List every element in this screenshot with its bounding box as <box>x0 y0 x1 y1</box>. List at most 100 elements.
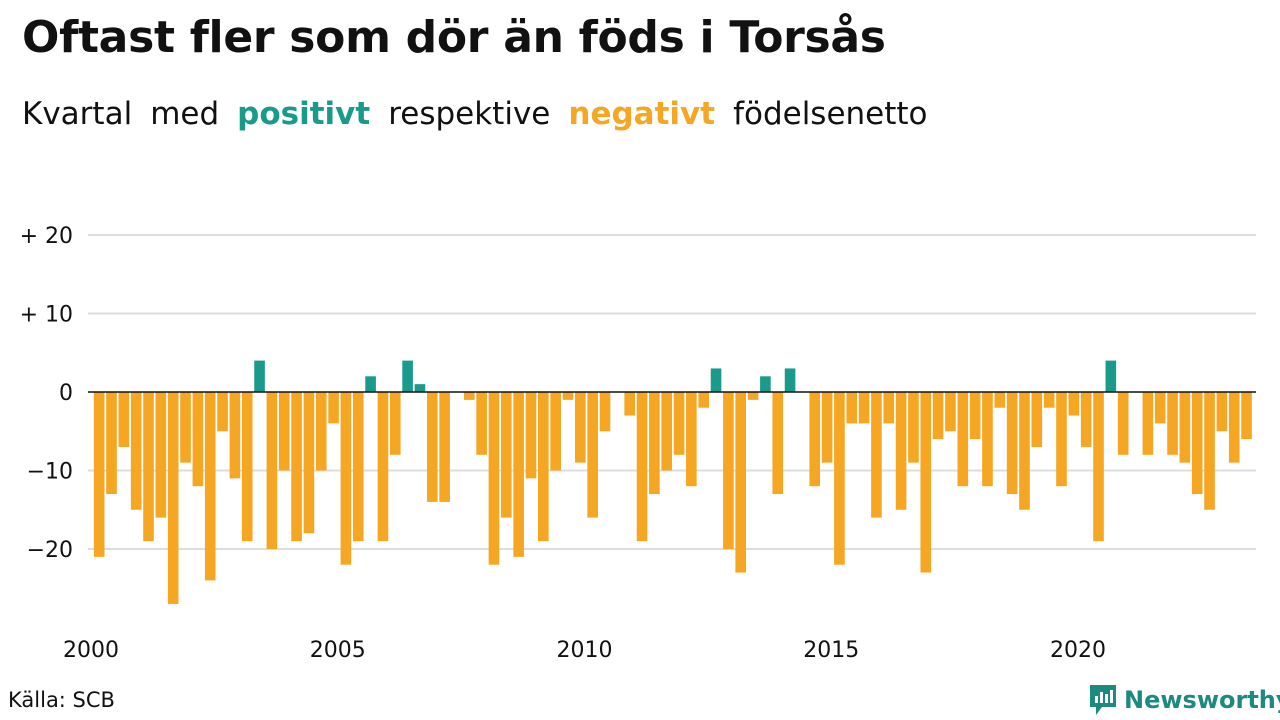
y-tick-label: + 20 <box>20 224 73 249</box>
bar-negative <box>1216 392 1228 432</box>
bar-negative <box>538 392 549 542</box>
bar-negative <box>932 392 944 440</box>
chart-title: Oftast fler som dör än föds i Torsås <box>22 12 886 63</box>
bar-negative <box>883 392 895 424</box>
bar-negative <box>106 392 117 495</box>
bar-negative <box>686 392 697 487</box>
bar-negative <box>229 392 241 479</box>
bar-negative <box>328 392 339 424</box>
bar-negative <box>192 392 204 487</box>
subtitle-word-kvartal: Kvartal <box>22 96 133 132</box>
bar-negative <box>895 392 907 510</box>
bar-negative <box>1228 392 1240 463</box>
bar-negative <box>155 392 167 518</box>
subtitle-word-med: med <box>150 96 220 132</box>
bar-negative <box>575 392 586 463</box>
bar-negative <box>649 392 660 495</box>
bar-negative <box>624 392 635 416</box>
bar-negative <box>945 392 956 432</box>
bar-negative <box>599 392 611 432</box>
source-note: Källa: SCB <box>8 688 115 712</box>
bar-negative <box>821 392 833 463</box>
bar-positive <box>760 376 771 392</box>
bar-negative <box>1167 392 1178 455</box>
bar-negative <box>1191 392 1203 495</box>
bar-negative <box>241 392 253 542</box>
bar-negative <box>352 392 364 542</box>
bar-negative <box>143 392 154 542</box>
bar-negative <box>315 392 327 471</box>
bar-negative <box>1080 392 1092 447</box>
bar-negative <box>809 392 821 487</box>
bar-positive <box>365 376 376 392</box>
bar-negative <box>488 392 500 565</box>
y-tick-label: −10 <box>27 460 73 485</box>
bar-negative <box>1019 392 1030 510</box>
bar-negative <box>501 392 512 518</box>
bar-negative <box>1006 392 1018 495</box>
bar-negative <box>1154 392 1166 424</box>
brand-name: Newsworthy <box>1124 686 1280 714</box>
x-tick-label: 2000 <box>63 638 119 663</box>
subtitle-word-respektive: respektive <box>388 96 551 132</box>
bar-negative <box>167 392 179 604</box>
bar-negative <box>1068 392 1080 416</box>
bar-negative <box>266 392 278 549</box>
subtitle-positive-label: positivt <box>237 96 371 132</box>
x-tick-label: 2010 <box>557 638 613 663</box>
bars <box>93 360 1252 604</box>
bar-negative <box>1093 392 1104 542</box>
bar-positive <box>402 360 413 392</box>
bar-negative <box>525 392 537 479</box>
bar-negative <box>834 392 845 565</box>
bar-negative <box>636 392 648 542</box>
bar-negative <box>463 392 475 400</box>
bar-negative <box>920 392 932 573</box>
bar-negative <box>735 392 747 573</box>
bar-negative <box>772 392 784 495</box>
bar-negative <box>846 392 858 424</box>
bar-negative <box>1142 392 1154 455</box>
y-axis-ticks: + 20 + 10 0 −10 −20 <box>20 224 73 563</box>
bar-negative <box>858 392 870 424</box>
x-tick-label: 2015 <box>803 638 859 663</box>
bar-negative <box>957 392 969 487</box>
bar-positive <box>784 368 796 392</box>
y-tick-label: + 10 <box>20 303 73 328</box>
bar-negative <box>871 392 882 518</box>
bar-negative <box>476 392 487 455</box>
bar-negative <box>661 392 672 471</box>
bar-negative <box>587 392 598 518</box>
bar-negative <box>217 392 228 432</box>
bar-negative <box>303 392 315 534</box>
bar-negative <box>747 392 759 400</box>
subtitle-word-fodelsenetto: födelsenetto <box>733 96 928 132</box>
y-tick-label: −20 <box>27 538 73 563</box>
bar-negative <box>982 392 993 487</box>
bar-positive <box>1105 360 1117 392</box>
bar-negative <box>969 392 981 440</box>
bar-negative <box>291 392 302 542</box>
bar-negative <box>513 392 524 557</box>
y-tick-label: 0 <box>59 381 73 406</box>
bar-negative <box>1179 392 1191 463</box>
bar-negative <box>562 392 574 400</box>
bar-negative <box>908 392 919 463</box>
bar-negative <box>130 392 142 510</box>
bar-negative <box>550 392 561 471</box>
bar-negative <box>1117 392 1129 455</box>
bar-positive <box>414 384 426 392</box>
newsworthy-logo-icon <box>1090 685 1116 715</box>
bar-negative <box>723 392 734 549</box>
bar-negative <box>1204 392 1215 510</box>
bar-negative <box>994 392 1006 408</box>
x-tick-label: 2005 <box>310 638 366 663</box>
chart-subtitle: Kvartal med positivt respektive negativt föde… <box>22 96 946 132</box>
bar-positive <box>710 368 722 392</box>
bar-negative <box>1031 392 1043 447</box>
brand-logo: Newsworthy <box>1088 683 1280 717</box>
bar-negative <box>1241 392 1252 440</box>
subtitle-negative-label: negativt <box>568 96 716 132</box>
bar-negative <box>204 392 216 581</box>
